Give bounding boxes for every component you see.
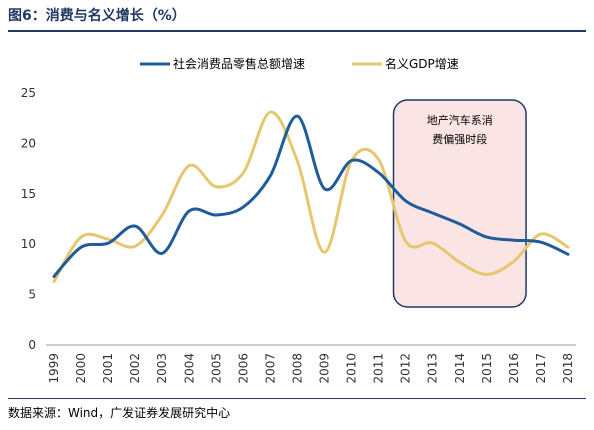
x-tick-label: 2015 [480, 353, 494, 384]
legend-label: 社会消费品零售总额增速 [173, 56, 305, 71]
series-line-1 [52, 110, 570, 283]
series-layer [52, 110, 570, 283]
y-tick-label: 20 [21, 136, 36, 150]
x-tick-label: 2017 [534, 353, 548, 384]
x-tick-label: 2014 [453, 353, 467, 384]
x-tick-label: 2005 [209, 353, 223, 384]
x-tick-label: 2001 [101, 353, 115, 384]
annotation-box [392, 99, 527, 308]
y-tick-label: 25 [21, 86, 36, 100]
y-tick-label: 15 [21, 187, 36, 201]
bottom-rule [8, 398, 586, 399]
annotation-text: 费偏强时段 [432, 132, 487, 146]
x-tick-label: 2000 [74, 353, 88, 384]
annotation-text: 地产汽车系消 [427, 113, 493, 127]
x-tick-label: 2006 [236, 353, 250, 384]
legend: 社会消费品零售总额增速 名义GDP增速 [140, 56, 459, 71]
y-tick-label: 10 [21, 237, 36, 251]
series-line-0 [52, 114, 570, 278]
y-tick-label: 5 [28, 288, 36, 302]
x-tick-label: 2007 [263, 353, 277, 384]
x-tick-label: 2003 [155, 353, 169, 384]
x-tick-label: 2002 [128, 353, 142, 384]
x-tick-label: 2010 [345, 353, 359, 384]
x-tick-label: 2004 [182, 353, 196, 384]
x-tick-label: 2008 [290, 353, 304, 384]
x-tick-label: 2013 [426, 353, 440, 384]
axis-layer: 0 5 10 15 20 25 1999 2000 2001 2002 2003 2004 2005 20… [21, 86, 576, 384]
title-rule [8, 30, 586, 32]
legend-label: 名义GDP增速 [385, 56, 459, 71]
x-tick-label: 2018 [561, 353, 575, 384]
x-tick-label: 2011 [372, 353, 386, 384]
x-tick-label: 2012 [399, 353, 413, 384]
y-tick-label: 0 [28, 338, 36, 352]
x-tick-label: 2009 [318, 353, 332, 384]
x-tick-label: 2016 [507, 353, 521, 384]
source-note: 数据来源：Wind，广发证券发展研究中心 [8, 406, 231, 420]
figure-title: 图6：消费与名义增长（%） [8, 8, 186, 24]
x-tick-label: 1999 [47, 353, 61, 384]
